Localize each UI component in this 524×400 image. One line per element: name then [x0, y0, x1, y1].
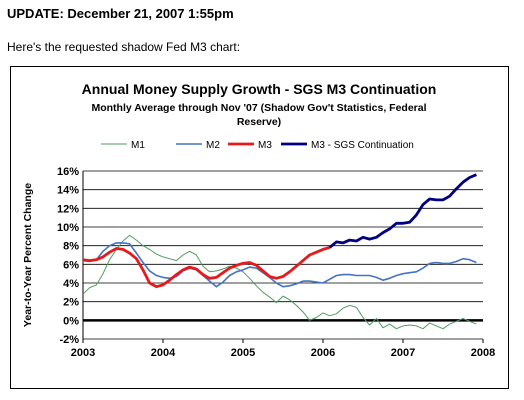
y-tick-label: 16%: [57, 166, 79, 178]
y-tick-label: 8%: [63, 241, 79, 253]
x-tick-label: 2008: [471, 347, 495, 359]
y-tick-label: 10%: [57, 222, 79, 234]
chart-title: Annual Money Supply Growth - SGS M3 Cont…: [82, 81, 437, 97]
x-tick-label: 2007: [391, 347, 415, 359]
chart-subtitle-line2: Reserve): [237, 116, 281, 128]
y-tick-label: 0%: [63, 315, 79, 327]
chart-subtitle-line1: Monthly Average through Nov '07 (Shadow …: [91, 102, 426, 114]
series-line-m1: [82, 234, 477, 330]
money-supply-chart: Annual Money Supply Growth - SGS M3 Cont…: [22, 81, 495, 359]
intro-text: Here's the requested shadow Fed M3 chart…: [7, 40, 241, 54]
x-tick-label: 2006: [311, 347, 335, 359]
chart-legend: M1 M2 M3 M3 - SGS Continuation: [101, 140, 414, 151]
y-axis-label: Year-to-Year Percent Change: [22, 183, 34, 327]
y-tick-label: 14%: [57, 185, 79, 197]
x-axis-ticks: 2003 2004 2005 2006 2007 2008: [71, 339, 495, 359]
chart-frame: Annual Money Supply Growth - SGS M3 Cont…: [10, 66, 509, 389]
y-tick-label: 2%: [63, 297, 79, 309]
chart-grid: [82, 170, 483, 340]
y-tick-label: -2%: [59, 334, 79, 346]
y-tick-label: 4%: [63, 278, 79, 290]
series-line-m3-sgs-continuation: [328, 173, 477, 249]
chart-series: [82, 173, 477, 330]
y-axis-ticks: -2% 0% 2% 4% 6% 8% 10% 12% 14% 16%: [57, 166, 79, 346]
x-tick-label: 2005: [231, 347, 255, 359]
legend-label: M3 - SGS Continuation: [311, 140, 414, 151]
x-tick-label: 2003: [71, 347, 95, 359]
series-line-m3: [82, 246, 330, 289]
legend-label: M2: [206, 140, 220, 151]
legend-label: M1: [131, 140, 145, 151]
x-tick-label: 2004: [151, 347, 176, 359]
y-tick-label: 12%: [57, 203, 79, 215]
y-tick-label: 6%: [63, 259, 79, 271]
legend-label: M3: [258, 140, 272, 151]
update-heading: UPDATE: December 21, 2007 1:55pm: [7, 6, 234, 21]
series-line-m2: [82, 242, 477, 288]
